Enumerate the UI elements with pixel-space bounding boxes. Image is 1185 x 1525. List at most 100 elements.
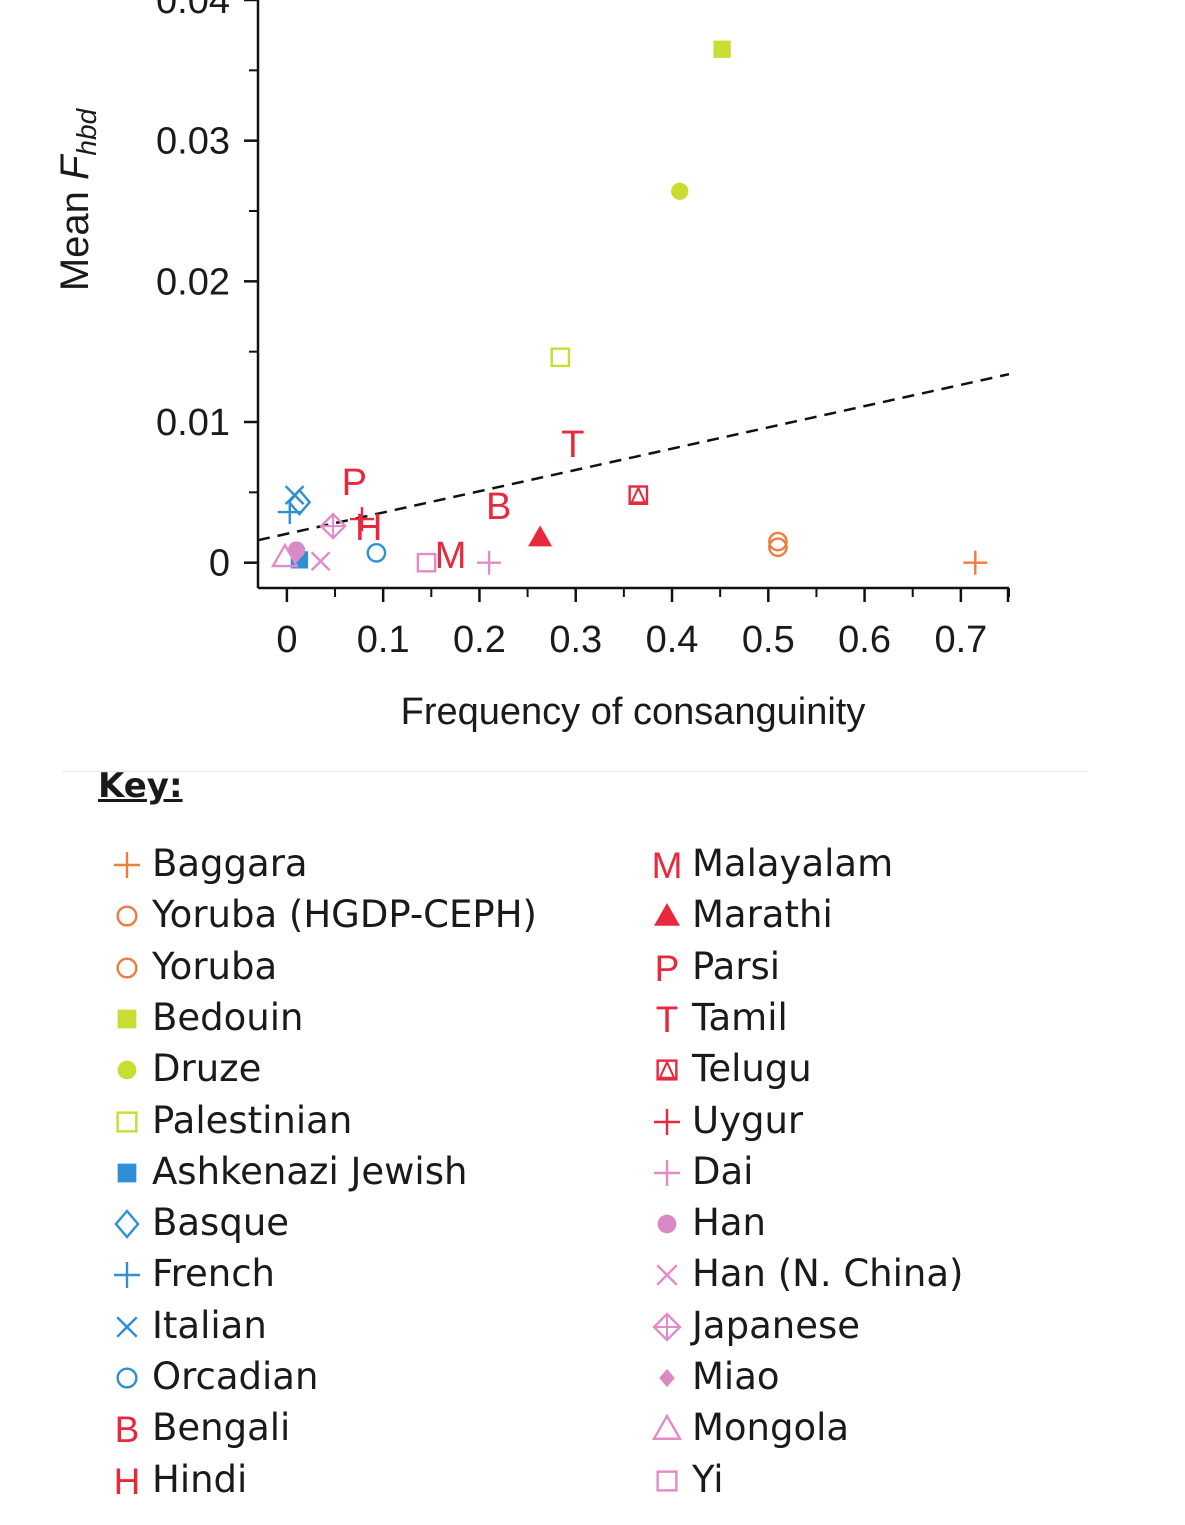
data-points: B H M P T: [270, 40, 988, 577]
svg-text:P: P: [655, 948, 680, 989]
point-druze: [671, 182, 689, 200]
legend-label: Baggara: [152, 842, 308, 885]
legend-label: Parsi: [692, 944, 781, 988]
legend-label: Han (N. China): [692, 1252, 964, 1296]
x-tick-label: 0.5: [742, 619, 795, 661]
legend-label: Tamil: [692, 995, 788, 1039]
point-letter: M: [435, 535, 467, 577]
y-tick-label: 0.03: [156, 121, 230, 163]
legend-label: Hindi: [152, 1457, 248, 1501]
point-palestinian: [550, 347, 571, 368]
legend-item-yi: Yi: [646, 1458, 1166, 1502]
point-uygur: [349, 507, 374, 532]
legend-label: Japanese: [692, 1303, 860, 1347]
legend-label: Uygur: [692, 1098, 804, 1142]
legend-item-orcadian: Orcadian: [106, 1355, 626, 1399]
svg-text:T: T: [656, 999, 679, 1040]
legend-label: Basque: [152, 1201, 290, 1245]
legend-label: Dai: [692, 1149, 754, 1193]
legend-symbol: [116, 957, 138, 979]
legend-symbol: [114, 1262, 140, 1289]
y-tick-label: 0: [209, 543, 230, 585]
point-bedouin: [713, 40, 731, 58]
legend-symbol: B: [115, 1409, 140, 1450]
legend-symbol: H: [114, 1461, 141, 1502]
point-tamil: T: [561, 424, 584, 466]
legend-symbol: T: [656, 999, 679, 1040]
y-axis-label-variable: F: [53, 153, 97, 180]
point-letter: T: [561, 424, 584, 466]
point-letter: H: [355, 507, 382, 549]
x-tick-label: 0.7: [934, 619, 987, 661]
point-parsi: P: [342, 462, 367, 504]
point-baggara: [963, 550, 988, 575]
legend-item-bengali: B Bengali: [106, 1406, 626, 1450]
legend-symbol: [117, 1163, 137, 1183]
point-orcadian: [366, 542, 387, 563]
legend-symbol: [116, 1367, 138, 1389]
legend-symbol: P: [655, 948, 680, 989]
legend-item-han-n-china: Han (N. China): [646, 1252, 1166, 1296]
legend-item-uygur: Uygur: [646, 1099, 1166, 1143]
y-axis-label: Mean Fhbd: [53, 107, 102, 291]
svg-text:H: H: [114, 1461, 141, 1502]
point-japanese: [319, 512, 347, 540]
legend-item-yoruba-hgdp-ceph: Yoruba (HGDP-CEPH): [106, 893, 626, 937]
legend-label: Ashkenazi Jewish: [152, 1149, 468, 1193]
legend-symbol: [656, 1470, 678, 1492]
trend-line: [257, 372, 1010, 542]
legend-item-french: French: [106, 1252, 626, 1296]
legend-item-tamil: T Tamil: [646, 996, 1166, 1040]
y-tick-label: 0.04: [156, 0, 230, 22]
legend-label: Telugu: [692, 1047, 812, 1091]
legend-label: Marathi: [692, 893, 833, 937]
point-bengali: B: [486, 486, 511, 528]
legend-symbol: [116, 905, 138, 927]
point-french: [277, 500, 302, 525]
point-letter: B: [486, 486, 511, 528]
legend-label: Yi: [692, 1457, 724, 1501]
legend-symbol: [654, 1108, 680, 1135]
point-yoruba-hgdp-ceph: [768, 531, 788, 552]
y-axis-label-main: Mean: [53, 180, 97, 291]
x-tick-label: 0.3: [549, 619, 602, 661]
legend-label: Palestinian: [152, 1098, 353, 1142]
legend-label: Malayalam: [692, 842, 894, 885]
y-tick-label: 0.02: [156, 261, 230, 303]
legend-symbol: M: [652, 845, 683, 886]
y-tick-label: 0.01: [156, 402, 230, 444]
legend-symbol: [652, 1311, 682, 1342]
legend-label: Druze: [152, 1047, 262, 1091]
x-tick-label: 0: [276, 619, 297, 661]
legend-item-han: Han: [646, 1201, 1166, 1245]
legend-label: Mongola: [692, 1406, 850, 1450]
scatter-chart: 0 0.1 0.2 0.3 0.4 0.5 0.6 0.700.010.020.030.04 …: [53, 0, 1010, 733]
x-tick-label: 0.2: [453, 619, 506, 661]
x-tick-label: 0.4: [646, 619, 699, 661]
legend-item-dai: Dai: [646, 1150, 1166, 1194]
legend-symbol: [654, 1159, 680, 1186]
legend-item-mongola: Mongola: [646, 1406, 1166, 1450]
x-tick-label: 0.6: [838, 619, 891, 661]
legend-label: French: [152, 1252, 275, 1296]
point-dai: [477, 550, 502, 575]
point-italian: [284, 485, 305, 506]
legend-item-basque: Basque: [106, 1201, 626, 1245]
point-mongola: [270, 542, 300, 568]
legend-label: Orcadian: [152, 1355, 319, 1398]
legend-item-telugu: Telugu: [646, 1047, 1166, 1091]
legend-item-japanese: Japanese: [646, 1304, 1166, 1348]
point-hindi: H: [355, 507, 382, 549]
legend-label: Yoruba (HGDP-CEPH): [152, 893, 537, 937]
legend-label: Han: [692, 1201, 766, 1245]
y-axis-label-subscript: hbd: [71, 107, 102, 155]
point-yoruba: [768, 537, 788, 558]
legend-symbol: [117, 1009, 137, 1029]
point-telugu: [628, 485, 649, 505]
svg-text:M: M: [652, 845, 683, 886]
point-malayalam: M: [435, 535, 467, 577]
legend-symbol: [656, 1264, 678, 1286]
legend-symbol: [114, 1209, 140, 1239]
legend-symbol: [656, 1059, 678, 1081]
x-axis-label: Frequency of consanguinity: [401, 691, 866, 733]
